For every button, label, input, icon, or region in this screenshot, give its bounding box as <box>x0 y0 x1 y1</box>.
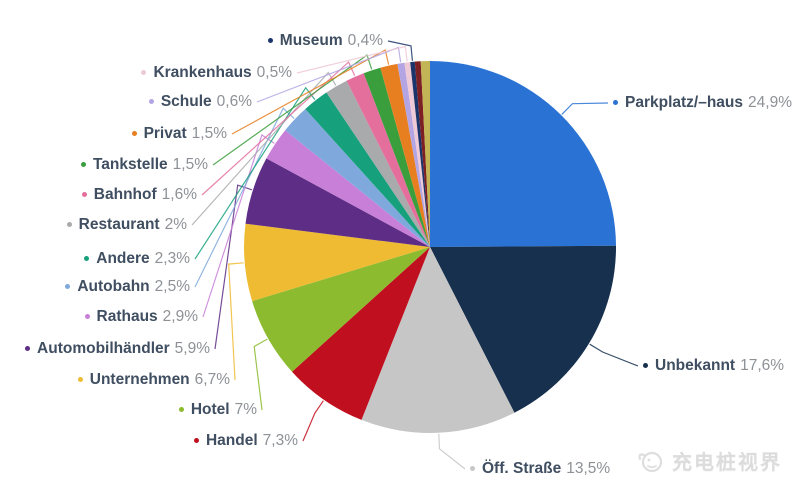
pie-slice-parkplatz-haus <box>430 61 616 247</box>
leader-line <box>296 45 408 74</box>
pie-slice-rathaus <box>266 130 430 247</box>
leader-line <box>212 54 373 166</box>
watermark-text: 充电桩视界 <box>672 452 782 474</box>
watermark: 充电桩视界 <box>636 446 782 475</box>
pie-slice--ff-stra-e <box>361 247 515 433</box>
pie-slice-privat <box>380 63 430 248</box>
leader-line <box>201 61 356 196</box>
pie-slice-tankstelle <box>363 67 430 247</box>
pie-slice <box>420 60 430 247</box>
leader-line <box>438 433 466 470</box>
pie-slice <box>414 61 430 248</box>
leader-line <box>387 40 413 61</box>
pie-slice-andere <box>305 92 430 247</box>
leader-line <box>228 262 244 381</box>
pie-slice-museum <box>410 61 430 247</box>
pie-slice-unbekannt <box>430 245 617 413</box>
leader-line <box>214 184 253 350</box>
pie-slice-automobilh-ndler <box>245 158 430 247</box>
pie-slice-unternehmen <box>244 223 430 302</box>
pie-slice-hotel <box>252 247 430 372</box>
leader-line <box>302 400 324 442</box>
leader-line <box>561 102 609 115</box>
pie-slice-handel <box>292 247 430 420</box>
pie-slice-krankenhaus <box>404 62 430 247</box>
leader-line <box>231 49 390 135</box>
leader-line <box>253 338 268 411</box>
pie-slice-bahnhof <box>346 73 430 247</box>
pie-slice-schule <box>397 62 430 247</box>
leader-line <box>202 134 275 318</box>
leader-line <box>256 46 402 103</box>
leader-line <box>589 343 639 367</box>
pie-slice-restaurant <box>326 80 430 247</box>
leader-line <box>191 71 337 226</box>
pie-slice-autobahn <box>285 109 430 247</box>
watermark-logo-icon <box>638 451 663 472</box>
